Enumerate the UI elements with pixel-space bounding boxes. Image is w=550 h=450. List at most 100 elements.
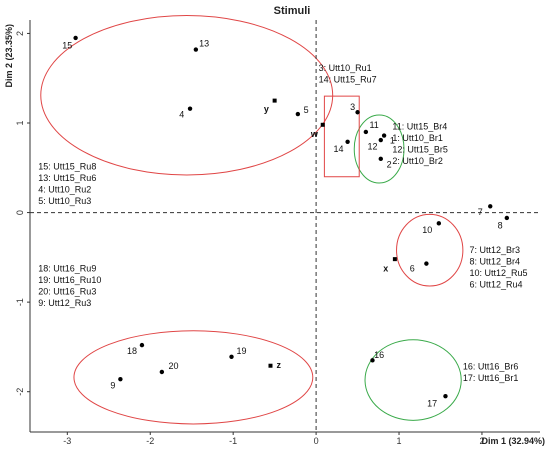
point-label-16: 16 (374, 350, 384, 360)
annotation-line: 6: Utt12_Ru4 (470, 279, 523, 289)
group-ellipse-5 (364, 339, 462, 421)
group-shapes (40, 15, 464, 425)
annotation-line: 14: Utt15_Ru7 (319, 75, 377, 85)
group-ellipse-3 (353, 114, 405, 184)
annotation-line: 12: Utt15_Br5 (392, 144, 448, 154)
point-12 (378, 137, 383, 143)
point-label-18: 18 (127, 346, 137, 356)
point-label-20: 20 (168, 361, 178, 371)
point-14 (345, 139, 350, 145)
point-label-7: 7 (478, 207, 483, 217)
point-15 (73, 35, 78, 41)
point-label-5: 5 (304, 105, 309, 115)
annotation-block-6: 16: Utt16_Br6 17: Utt16_Br1 (463, 361, 519, 383)
point-label-17: 17 (427, 399, 437, 409)
point-3 (355, 110, 360, 115)
point-label-13: 13 (199, 39, 209, 49)
supplementary-point-x (392, 257, 397, 262)
point-2 (378, 156, 383, 162)
annotation-block-4: 7: Utt12_Br3 8: Utt12_Br4 10: Utt12_Ru5 6: … (470, 245, 528, 290)
point-label-14: 14 (333, 144, 343, 154)
annotation-line: 8: Utt12_Br4 (470, 256, 521, 266)
x-tick-label-0: 0 (314, 436, 319, 446)
point-19 (229, 354, 234, 359)
point-label-12: 12 (367, 142, 377, 152)
supplementary-label-y: y (264, 104, 269, 114)
chart-title: Stimuli (274, 5, 311, 17)
point-label-10: 10 (422, 225, 432, 235)
point-label-11: 11 (369, 120, 378, 130)
annotation-line: 9: Utt12_Ru3 (38, 298, 91, 308)
x-tick-label--1: -1 (229, 436, 237, 446)
annotation-line: 10: Utt12_Ru5 (470, 268, 528, 278)
point-label-6: 6 (410, 263, 415, 273)
point-label-1: 1 (390, 135, 395, 145)
group-rectangle-1 (323, 95, 360, 178)
x-axis-title: Dim 1 (32.94%) (481, 436, 545, 446)
point-20 (159, 369, 165, 375)
group-ellipse-1 (40, 15, 334, 176)
x-tick-label-1: 1 (397, 436, 402, 446)
group-ellipse-2 (73, 330, 314, 425)
annotation-line: 17: Utt16_Br1 (463, 373, 519, 383)
annotation-block-3: 15: Utt15_Ru8 13: Utt15_Ru6 4: Utt10_Ru2 5:… (38, 162, 96, 207)
annotation-line: 16: Utt16_Br6 (463, 361, 519, 371)
annotations: 3: Utt10_Ru1 14: Utt15_Ru7 11: Utt15_Br4 1:… (38, 63, 527, 383)
point-label-15: 15 (62, 40, 72, 50)
supplementary-point-w (320, 122, 325, 127)
data-points (73, 35, 510, 399)
point-16 (370, 358, 375, 363)
supplementary-label-x: x (383, 263, 388, 273)
annotation-line: 19: Utt16_Ru10 (38, 275, 101, 285)
annotation-line: 7: Utt12_Br3 (470, 245, 521, 255)
point-label-19: 19 (236, 346, 246, 356)
point-label-2: 2 (387, 159, 392, 169)
point-4 (187, 106, 193, 111)
x-tick-label-2: 2 (479, 436, 484, 446)
point-17 (443, 393, 448, 399)
annotation-line: 18: Utt16_Ru9 (38, 264, 96, 274)
annotation-line: 2: Utt10_Br2 (392, 156, 443, 166)
x-tick-label--2: -2 (146, 436, 154, 446)
supplementary-point-z (268, 363, 273, 368)
annotation-line: 3: Utt10_Ru1 (319, 63, 372, 73)
annotation-line: 4: Utt10_Ru2 (38, 185, 91, 195)
annotation-block-1: 3: Utt10_Ru1 14: Utt15_Ru7 (319, 63, 377, 85)
annotation-line: 20: Utt16_Ru3 (38, 287, 96, 297)
supplementary-point-y (272, 98, 277, 103)
point-6 (424, 261, 429, 266)
point-13 (193, 47, 199, 52)
annotation-block-2: 11: Utt15_Br4 1: Utt10_Br1 12: Utt15_Br5 2:… (392, 121, 448, 166)
point-label-9: 9 (110, 381, 115, 391)
point-18 (139, 342, 145, 348)
supplementary-label-w: w (310, 129, 319, 139)
point-7 (488, 204, 493, 209)
point-9 (118, 376, 123, 382)
annotation-line: 5: Utt10_Ru3 (38, 196, 91, 206)
y-axis-title: Dim 2 (23.35%) (4, 24, 14, 88)
point-label-8: 8 (498, 220, 503, 230)
annotation-line: 1: Utt10_Br1 (392, 133, 443, 143)
y-tick-label-2: 2 (15, 31, 25, 36)
point-8 (504, 215, 510, 221)
supplementary-label-z: z (277, 360, 282, 370)
y-tick-label--2: -2 (15, 388, 25, 396)
annotation-line: 11: Utt15_Br4 (392, 121, 447, 131)
point-5 (295, 111, 301, 117)
annotation-line: 15: Utt15_Ru8 (38, 162, 96, 172)
point-label-4: 4 (179, 109, 184, 119)
point-1 (381, 133, 387, 138)
point-10 (436, 221, 442, 226)
x-tick-label--3: -3 (63, 436, 71, 446)
y-tick-label-1: 1 (15, 120, 25, 125)
point-11 (363, 129, 369, 135)
reference-lines (30, 20, 540, 432)
point-label-3: 3 (350, 102, 355, 112)
group-ellipse-4 (396, 213, 464, 287)
annotation-line: 13: Utt15_Ru6 (38, 173, 96, 183)
y-tick-label--1: -1 (15, 298, 25, 306)
y-tick-label-0: 0 (15, 210, 25, 215)
